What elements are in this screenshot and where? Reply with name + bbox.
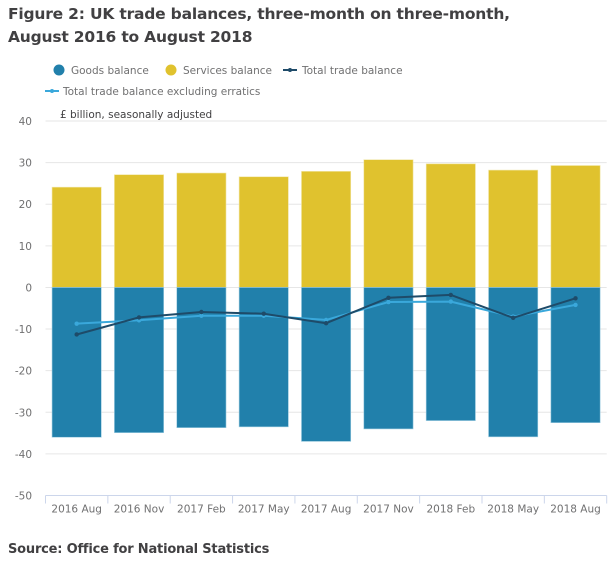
- y-tick-label: -30: [15, 407, 32, 419]
- total-trade-balance-point[interactable]: [323, 321, 329, 326]
- total-trade-balance-point[interactable]: [261, 311, 266, 316]
- x-tick-label: 2018 Aug: [550, 504, 601, 516]
- bar-goods[interactable]: [51, 287, 102, 438]
- legend-item-services[interactable]: Services balance: [165, 64, 272, 78]
- legend-excl-label: Total trade balance excluding erratics: [62, 86, 260, 98]
- legend-total-dot-icon: [288, 68, 292, 72]
- y-tick-label: 0: [25, 282, 32, 294]
- bar-services[interactable]: [363, 159, 414, 288]
- bars: [51, 159, 601, 442]
- total-excl-erratics-point[interactable]: [448, 299, 454, 304]
- bar-goods[interactable]: [550, 287, 601, 423]
- x-tick-label: 2017 May: [238, 504, 290, 516]
- total-excl-erratics-point[interactable]: [386, 299, 391, 305]
- y-tick-label: 30: [19, 158, 32, 170]
- x-tick-label: 2016 Aug: [51, 504, 102, 516]
- legend-excl-dot-icon: [50, 89, 54, 93]
- bar-services[interactable]: [301, 171, 352, 288]
- lines: [74, 292, 578, 337]
- source-note: Source: Office for National Statistics: [8, 542, 270, 557]
- legend-goods-marker-icon: [53, 64, 65, 76]
- x-tick-label: 2017 Feb: [177, 504, 226, 516]
- legend: Goods balance Services balance Total tra…: [45, 64, 403, 98]
- bar-services[interactable]: [114, 174, 164, 288]
- legend-item-total-excl[interactable]: Total trade balance excluding erratics: [45, 86, 260, 98]
- legend-item-goods[interactable]: Goods balance: [53, 64, 149, 78]
- figure-title: Figure 2: UK trade balances, three-month…: [8, 3, 608, 49]
- legend-services-label: Services balance: [183, 65, 272, 77]
- total-trade-balance-point[interactable]: [74, 332, 79, 337]
- legend-total-label: Total trade balance: [301, 65, 403, 77]
- bar-services[interactable]: [425, 163, 476, 288]
- legend-goods-label: Goods balance: [71, 65, 149, 77]
- y-axis-unit-label: £ billion, seasonally adjusted: [60, 109, 212, 121]
- total-excl-erratics-point[interactable]: [74, 321, 79, 326]
- x-tick-label: 2017 Nov: [363, 504, 414, 516]
- y-tick-label: -50: [15, 491, 32, 503]
- y-axis-ticks: 40 30 20 10 0 -10 -20 -30 -40 -50: [15, 116, 32, 503]
- total-trade-balance-point[interactable]: [510, 315, 516, 321]
- figure-title-line-2: August 2016 to August 2018: [8, 28, 253, 46]
- x-tick-label: 2016 Nov: [114, 504, 165, 516]
- y-tick-label: 10: [19, 241, 32, 253]
- total-trade-balance-point[interactable]: [136, 315, 142, 320]
- x-tick-label: 2017 Aug: [301, 504, 352, 516]
- total-excl-erratics-point[interactable]: [573, 302, 578, 308]
- bar-services[interactable]: [550, 165, 601, 288]
- y-tick-label: 20: [19, 199, 32, 211]
- x-tick-label: 2018 Feb: [426, 504, 475, 516]
- legend-item-total[interactable]: Total trade balance: [283, 65, 403, 77]
- bar-goods[interactable]: [488, 287, 539, 438]
- total-trade-balance-point[interactable]: [386, 295, 391, 301]
- total-trade-balance-point[interactable]: [199, 309, 204, 315]
- bar-goods[interactable]: [238, 287, 289, 428]
- bar-services[interactable]: [238, 176, 289, 288]
- total-trade-balance-point[interactable]: [448, 292, 454, 298]
- x-axis: 2016 Aug 2016 Nov 2017 Feb 2017 May 2017 Aug…: [45, 495, 608, 516]
- y-tick-label: -20: [15, 366, 32, 378]
- figure-title-line-1: Figure 2: UK trade balances, three-month…: [8, 5, 510, 23]
- bar-services[interactable]: [176, 172, 227, 288]
- total-trade-balance-point[interactable]: [573, 296, 578, 301]
- y-tick-label: -10: [15, 324, 32, 336]
- bar-services[interactable]: [51, 186, 102, 288]
- bar-goods[interactable]: [176, 287, 227, 428]
- bar-goods[interactable]: [425, 287, 476, 421]
- y-tick-label: -40: [15, 449, 32, 461]
- bar-services[interactable]: [488, 169, 539, 288]
- total-excl-erratics-point[interactable]: [323, 317, 329, 323]
- legend-services-marker-icon: [165, 64, 177, 76]
- y-tick-label: 40: [19, 116, 32, 128]
- total-excl-erratics-point[interactable]: [199, 313, 204, 318]
- x-tick-label: 2018 May: [487, 504, 539, 516]
- bar-goods[interactable]: [363, 287, 414, 430]
- trade-balance-chart: 40 30 20 10 0 -10 -20 -30 -40 -50 £ billion, seas…: [15, 64, 608, 516]
- bar-goods[interactable]: [301, 287, 352, 442]
- bar-goods[interactable]: [114, 287, 164, 433]
